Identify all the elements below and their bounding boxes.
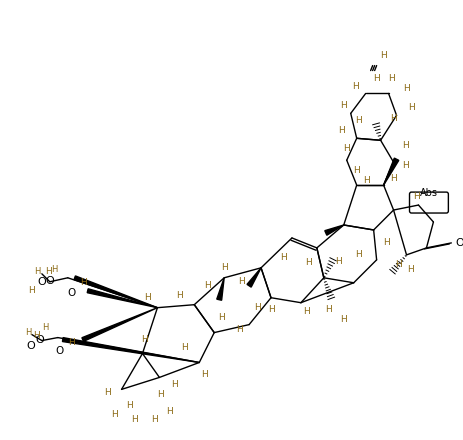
Text: O: O [26,341,35,351]
Text: H: H [355,116,362,125]
Text: H: H [353,166,360,175]
Text: H: H [157,390,164,399]
FancyBboxPatch shape [409,192,448,213]
Text: H: H [390,114,397,123]
Text: H: H [395,260,402,269]
Text: H: H [413,191,420,201]
Polygon shape [63,337,199,363]
Text: H: H [171,380,178,389]
Text: H: H [390,174,397,183]
Text: H: H [204,281,211,290]
Text: H: H [238,277,244,286]
Text: H: H [403,84,410,93]
Text: H: H [144,293,151,302]
Text: H: H [402,161,409,170]
Text: H: H [151,415,158,424]
Text: H: H [338,126,345,135]
Text: H: H [325,305,332,314]
Text: H: H [45,268,52,276]
Text: H: H [51,265,58,274]
Text: H: H [68,338,75,347]
Polygon shape [82,308,157,341]
Text: H: H [281,253,288,262]
Polygon shape [74,276,157,308]
Text: H: H [402,141,409,150]
Text: H: H [176,291,183,300]
Text: O: O [37,277,46,287]
Text: H: H [380,51,387,60]
Text: H: H [355,250,362,259]
Polygon shape [384,158,399,185]
Text: H: H [383,238,390,247]
Text: H: H [373,74,380,83]
Polygon shape [87,289,157,308]
Text: H: H [340,315,347,324]
Text: O: O [36,334,44,345]
Text: H: H [408,103,415,112]
Polygon shape [217,278,224,300]
Text: H: H [340,101,347,110]
Text: H: H [201,370,207,379]
Text: O: O [45,276,54,286]
Polygon shape [247,268,261,287]
Text: H: H [407,265,414,274]
Text: H: H [111,410,118,419]
Text: H: H [126,401,133,410]
Polygon shape [325,225,344,235]
Text: H: H [25,328,31,337]
Text: H: H [221,263,227,272]
Text: H: H [28,286,35,295]
Text: O: O [455,238,463,248]
Text: H: H [352,82,359,91]
Text: H: H [141,335,148,344]
Text: H: H [304,307,310,316]
Text: O: O [68,288,76,298]
Text: O: O [56,345,64,356]
Text: H: H [104,388,111,397]
Text: H: H [42,323,48,332]
Text: H: H [166,407,173,416]
Text: H: H [306,258,312,268]
Text: H: H [181,343,188,352]
Text: H: H [335,257,342,266]
Text: H: H [131,415,138,424]
Text: H: H [80,278,87,287]
Text: H: H [218,313,225,322]
Text: H: H [236,325,243,334]
Text: H: H [34,268,40,276]
Text: H: H [254,303,261,312]
Text: H: H [33,331,40,340]
Text: H: H [363,176,370,185]
Text: H: H [344,144,350,153]
Text: H: H [268,305,275,314]
Text: H: H [388,74,395,83]
Text: Abs: Abs [419,188,438,198]
